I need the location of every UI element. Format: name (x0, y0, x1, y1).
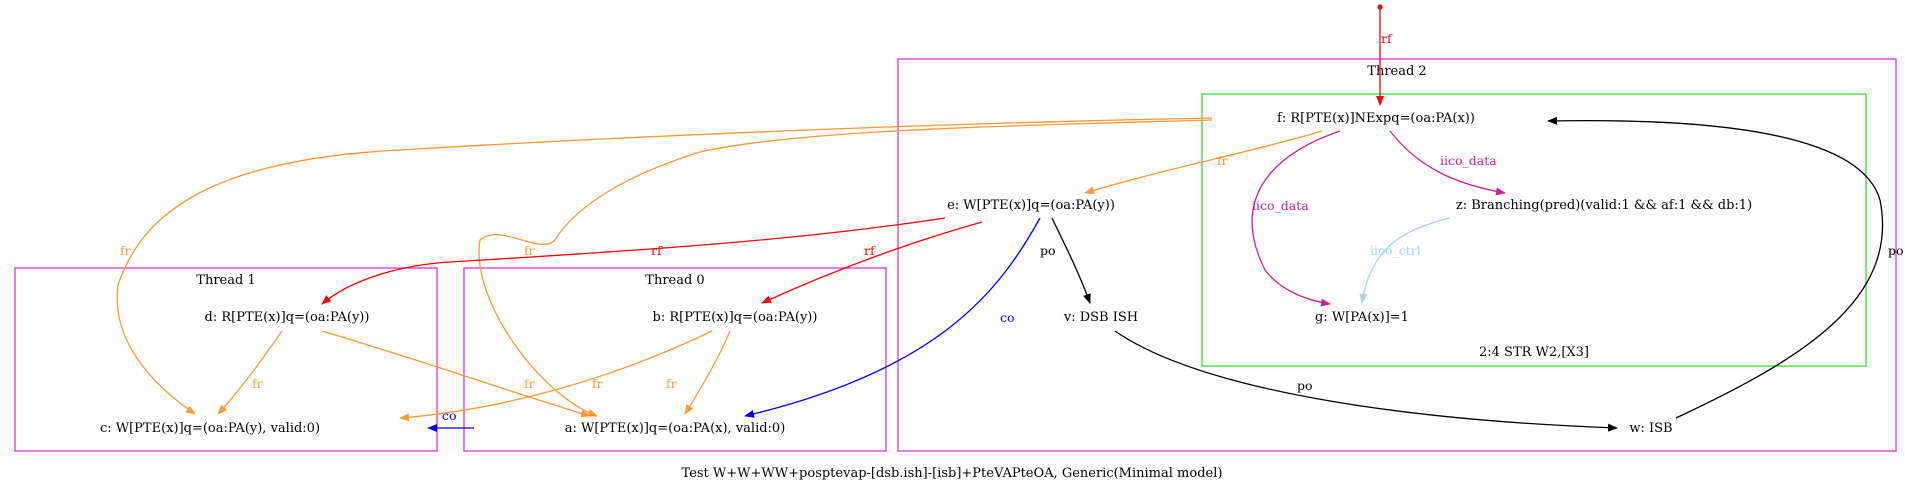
edge-fr-d-a (321, 330, 591, 418)
edge-label-fr-d-a: fr (524, 376, 535, 391)
node-f: f: R[PTE(x)]NExpq=(oa:PA(x)) (1277, 111, 1475, 126)
edge-label-fr-b-c: fr (592, 376, 603, 391)
edge-co-e-a (744, 217, 1041, 418)
edge-label-fr-f-a: fr (524, 243, 535, 258)
edge-label-fr-f-c: fr (120, 243, 131, 258)
cluster-thread-0-label: Thread 0 (645, 273, 704, 288)
edge-iico-data-f-z (1389, 130, 1506, 196)
edge-label-rf-e-d: rf (651, 243, 663, 258)
node-b: b: R[PTE(x)]q=(oa:PA(y)) (653, 310, 818, 325)
graph-caption: Test W+W+WW+posptevap-[dsb.ish]-[isb]+Pt… (682, 466, 1223, 481)
edge-fr-f-c (116, 117, 1213, 415)
edge-label-iico-ctrl: iico_ctrl (1370, 243, 1421, 258)
node-a: a: W[PTE(x)]q=(oa:PA(x), valid:0) (565, 421, 786, 436)
node-d: d: R[PTE(x)]q=(oa:PA(y)) (205, 310, 370, 325)
cluster-instruction-label: 2:4 STR W2,[X3] (1479, 345, 1589, 360)
edge-label-po-e-v: po (1040, 243, 1056, 258)
edge-fr-d-c (217, 330, 283, 415)
edge-rf-e-d (321, 217, 946, 305)
edge-label-fr-f-e: fr (1217, 153, 1228, 168)
node-v: v: DSB ISH (1063, 310, 1138, 325)
edge-fr-f-a (478, 119, 1213, 417)
edge-po-e-v (1051, 217, 1091, 304)
node-g: g: W[PA(x)]=1 (1315, 310, 1409, 325)
edge-iico-data-f-g (1251, 130, 1341, 307)
edge-label-fr-b-a: fr (666, 376, 677, 391)
edge-label-iico-data-f-g: iico_data (1252, 198, 1309, 213)
cluster-thread-0: Thread 0 (463, 267, 887, 452)
node-e: e: W[PTE(x)]q=(oa:PA(y)) (947, 198, 1115, 213)
node-w: w: ISB (1629, 421, 1672, 436)
edge-po-v-w (1114, 330, 1618, 432)
edge-fr-b-c (399, 330, 713, 422)
edge-iico-ctrl-z-g (1359, 217, 1451, 304)
edge-label-co-a-c: co (442, 408, 457, 423)
cluster-thread-1: Thread 1 (14, 267, 438, 452)
edge-label-po-w-f: po (1888, 243, 1904, 258)
edge-label-co-e-a: co (1000, 310, 1015, 325)
cluster-instruction: 2:4 STR W2,[X3] (1201, 93, 1867, 367)
edge-rf-e-b (761, 221, 983, 304)
edge-label-fr-d-c: fr (252, 376, 263, 391)
initial-write-point (1377, 4, 1383, 10)
edge-fr-f-e (1084, 130, 1323, 195)
edge-label-rf-init: rf (1381, 31, 1393, 46)
edge-po-w-f (1547, 116, 1884, 419)
cluster-thread-2-label: Thread 2 (1367, 64, 1426, 79)
edge-label-iico-data-f-z: iico_data (1440, 153, 1497, 168)
cluster-thread-2: Thread 2 (897, 58, 1897, 452)
edge-label-rf-e-b: rf (864, 243, 876, 258)
node-z: z: Branching(pred)(valid:1 && af:1 && db… (1456, 198, 1752, 213)
node-c: c: W[PTE(x)]q=(oa:PA(y), valid:0) (100, 421, 320, 436)
edge-fr-b-a (684, 330, 731, 415)
cluster-thread-1-label: Thread 1 (196, 273, 255, 288)
edge-label-po-v-w: po (1297, 378, 1313, 393)
